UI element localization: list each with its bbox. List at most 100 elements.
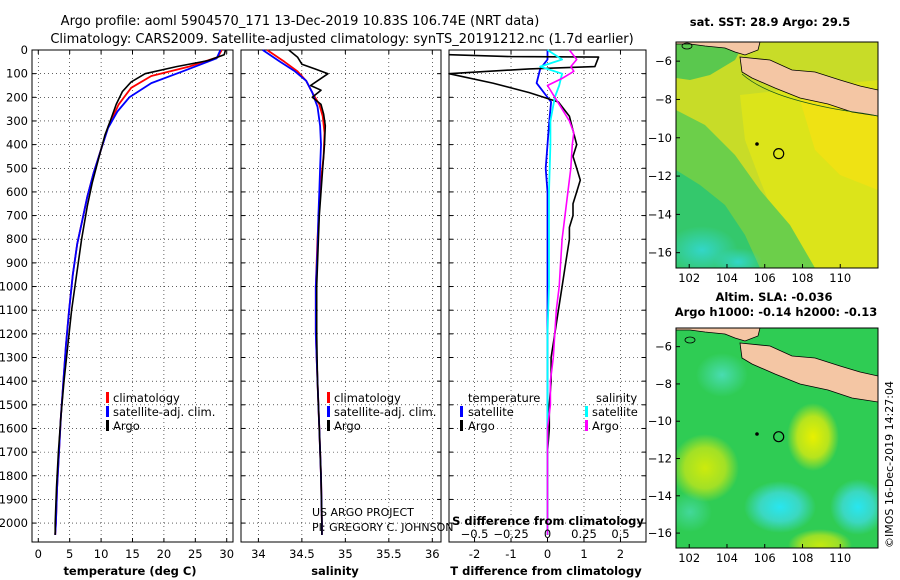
sst-map-frame — [675, 41, 879, 269]
depth-tick-label: 100 — [6, 67, 28, 81]
map-latitude-label: −6 — [655, 340, 672, 354]
difference-panel: -2 -1 0 1 2 S difference from climatology −0… — [448, 49, 647, 578]
depth-tick-label: 1300 — [0, 351, 28, 365]
series-line-satellite-adj-clim- — [54, 49, 222, 535]
depth-tick-label: 2000 — [0, 516, 28, 530]
depth-tick-label: 500 — [6, 161, 28, 175]
depth-tick-label: 1500 — [0, 398, 28, 412]
sst-hot-region — [800, 95, 878, 190]
x-tick-label: 1 — [580, 547, 587, 561]
sla-sumatra-land — [676, 328, 761, 342]
credit-line1: US ARGO PROJECT — [312, 506, 414, 519]
legend-swatch-sal-satellite — [585, 406, 588, 417]
legend-swatch-argo — [106, 420, 109, 431]
sst-island-dot — [755, 142, 759, 146]
depth-tick-labels: 0 100 200 300 400 500 600 700 800 900 1000 1100 1200… — [0, 43, 28, 530]
sla-island-dot — [755, 432, 759, 436]
x-tick-label: -2 — [469, 547, 480, 561]
legend-swatch-temp-satellite — [460, 406, 463, 417]
figure-title-line2: Climatology: CARS2009. Satellite-adjuste… — [50, 32, 633, 47]
x-tick-label: 2 — [617, 547, 624, 561]
map-latitude-label: −12 — [648, 452, 672, 466]
sst-longitude-tick-labels: 102 104 106 108 110 — [678, 264, 851, 285]
x-tick-label: 35 — [338, 547, 353, 561]
legend-label-climatology: climatology — [334, 391, 401, 405]
sla-high-patch — [676, 434, 739, 502]
x-tick-label: 34.5 — [289, 547, 315, 561]
sst-northwest-cool — [676, 42, 745, 80]
depth-tick-label: 900 — [6, 256, 28, 270]
map-longitude-label: 110 — [829, 551, 851, 565]
sla-java-land — [739, 342, 878, 403]
legend-swatch-satellite — [106, 406, 109, 417]
legend-label-climatology: climatology — [113, 391, 180, 405]
x-tick-label: 36 — [425, 547, 440, 561]
salinity-grid — [241, 49, 441, 542]
s-diff-tick-label: 0.25 — [571, 527, 597, 541]
series-line-climatology — [54, 49, 223, 535]
map-latitude-label: −8 — [655, 92, 672, 106]
depth-tick-label: 1700 — [0, 445, 28, 459]
temperature-panel-frame — [31, 49, 234, 543]
imos-stamp: ©IMOS 16-Dec-2019 14:27:04 — [883, 381, 896, 548]
legend-title-temperature: temperature — [468, 391, 540, 405]
legend-label-sal-argo: Argo — [592, 419, 619, 433]
temperature-panel: 0 5 10 15 20 25 30 0 100 200 300 400 500 600 700 800 90… — [0, 43, 234, 578]
series-line-argo — [448, 53, 600, 535]
sla-high-patch — [788, 529, 852, 548]
sst-small-island — [681, 42, 693, 50]
x-tick-label: 5 — [66, 547, 73, 561]
salinity-lines — [262, 49, 329, 535]
sla-low-patch — [744, 481, 816, 533]
argo-position-marker — [773, 148, 785, 160]
sla-low-patch — [676, 492, 712, 532]
sla-map: Altim. SLA: -0.036 Argo h1000: -0.14 h20… — [648, 290, 879, 565]
sst-java-land — [739, 56, 878, 117]
x-tick-label: 0 — [544, 547, 551, 561]
sla-high-patch — [787, 403, 839, 471]
sla-map-field — [676, 328, 878, 548]
depth-tick-label: 1600 — [0, 421, 28, 435]
map-longitude-label: 108 — [792, 271, 814, 285]
sla-small-island — [684, 336, 696, 344]
depth-tick-label: 1900 — [0, 492, 28, 506]
map-latitude-label: −10 — [648, 131, 672, 145]
s-diff-tick-label: 0.5 — [611, 527, 629, 541]
legend-title-salinity: salinity — [596, 391, 637, 405]
difference-grid — [449, 49, 646, 542]
map-latitude-label: −16 — [648, 526, 672, 540]
map-latitude-label: −10 — [648, 414, 672, 428]
x-tick-label: -1 — [505, 547, 516, 561]
difference-legend: temperature satellite Argo salinity sate… — [460, 391, 638, 433]
legend-label-temp-argo: Argo — [468, 419, 495, 433]
sst-map-title: sat. SST: 28.9 Argo: 29.5 — [690, 15, 850, 29]
depth-tick-label: 1400 — [0, 374, 28, 388]
legend-swatch-argo — [327, 420, 330, 431]
salinity-panel-frame — [240, 49, 442, 543]
legend-swatch-temp-argo — [460, 420, 463, 431]
map-latitude-label: −14 — [648, 207, 672, 221]
figure-title-line1: Argo profile: aoml 5904570_171 13-Dec-20… — [61, 14, 540, 29]
series-line-argo — [54, 49, 227, 535]
temperature-lines — [54, 49, 227, 535]
sst-map: sat. SST: 28.9 Argo: 29.5 102 104 106 108 11… — [648, 15, 879, 285]
sst-coast-contour — [741, 73, 878, 117]
credit-line2: PI: GREGORY C. JOHNSON — [312, 521, 453, 534]
map-longitude-label: 106 — [754, 551, 776, 565]
x-tick-label: 34 — [251, 547, 266, 561]
legend-swatch-climatology — [106, 392, 109, 403]
sst-latitude-tick-labels: −6 −8 −10 −12 −14 −16 — [648, 54, 680, 260]
temperature-legend: climatology satellite-adj. clim. Argo — [106, 391, 215, 433]
map-longitude-label: 102 — [678, 271, 700, 285]
depth-tick-label: 1000 — [0, 280, 28, 294]
legend-label-satellite: satellite-adj. clim. — [334, 405, 436, 419]
x-tick-label: 15 — [125, 547, 140, 561]
x-tick-label: 30 — [219, 547, 234, 561]
depth-tick-label: 300 — [6, 114, 28, 128]
map-longitude-label: 106 — [754, 271, 776, 285]
temperature-grid — [32, 49, 233, 542]
salinity-legend: climatology satellite-adj. clim. Argo — [327, 391, 436, 433]
sla-low-patch — [830, 479, 878, 535]
temperature-axis-label: temperature (deg C) — [63, 564, 196, 578]
